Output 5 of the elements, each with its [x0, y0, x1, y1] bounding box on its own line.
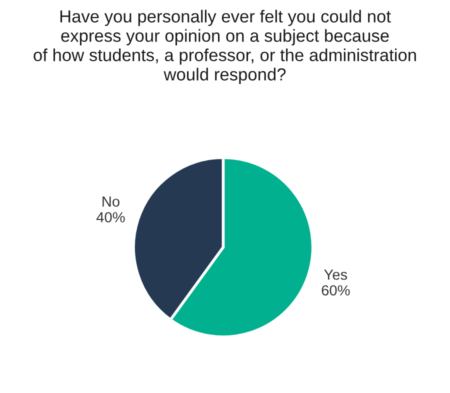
slice-label: No	[102, 196, 120, 207]
chart-title: Have you personally ever felt you could not express your opinion on a subject because of how students, a professor, or the administration would respond?	[34, 10, 416, 84]
data-label: 40%	[96, 212, 125, 222]
data-label: 60%	[322, 285, 350, 296]
slice-label: Yes	[324, 270, 348, 280]
